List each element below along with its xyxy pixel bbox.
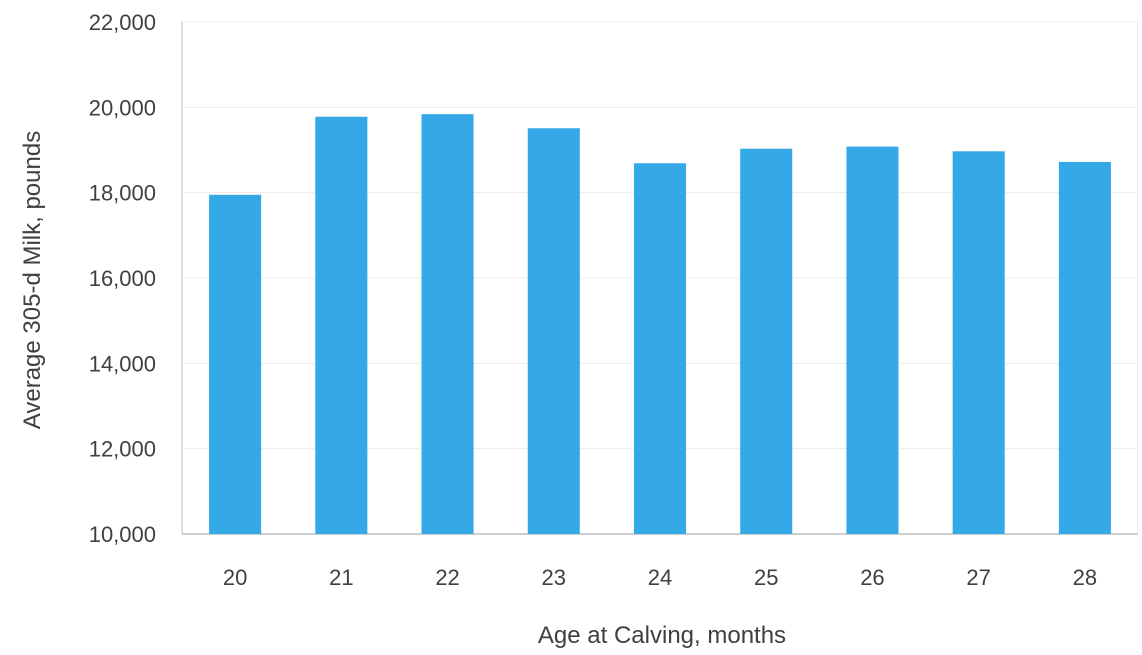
y-tick-label: 22,000 [89, 10, 156, 35]
y-tick-label: 20,000 [89, 95, 156, 120]
bar-26 [846, 146, 899, 534]
y-tick-label: 14,000 [89, 351, 156, 376]
x-tick-label: 25 [754, 565, 778, 590]
x-tick-label: 21 [329, 565, 353, 590]
x-tick-label: 27 [966, 565, 990, 590]
bar-24 [633, 163, 687, 534]
y-tick-label: 16,000 [89, 266, 156, 291]
y-axis-title: Average 305-d Milk, pounds [19, 131, 46, 429]
bar-23 [527, 128, 580, 535]
bar-21 [315, 116, 368, 534]
x-tick-labels: 20 21 22 23 24 25 26 27 28 [223, 565, 1097, 590]
y-tick-labels: 10,000 12,000 14,000 16,000 18,000 20,000 22,0… [89, 10, 156, 547]
y-tick-label: 10,000 [89, 522, 156, 547]
bars [209, 114, 1111, 535]
bar-28 [1058, 161, 1111, 535]
x-tick-label: 23 [542, 565, 566, 590]
x-tick-label: 22 [435, 565, 459, 590]
x-tick-label: 20 [223, 565, 247, 590]
bar-25 [740, 148, 793, 534]
bar-20 [209, 194, 262, 535]
x-axis-title: Age at Calving, months [538, 622, 786, 649]
x-tick-label: 28 [1073, 565, 1097, 590]
y-tick-label: 18,000 [89, 181, 156, 206]
x-tick-label: 26 [860, 565, 884, 590]
bar-27 [952, 151, 1005, 534]
bar-22 [421, 114, 474, 534]
x-tick-label: 24 [648, 565, 672, 590]
y-tick-label: 12,000 [89, 437, 156, 462]
